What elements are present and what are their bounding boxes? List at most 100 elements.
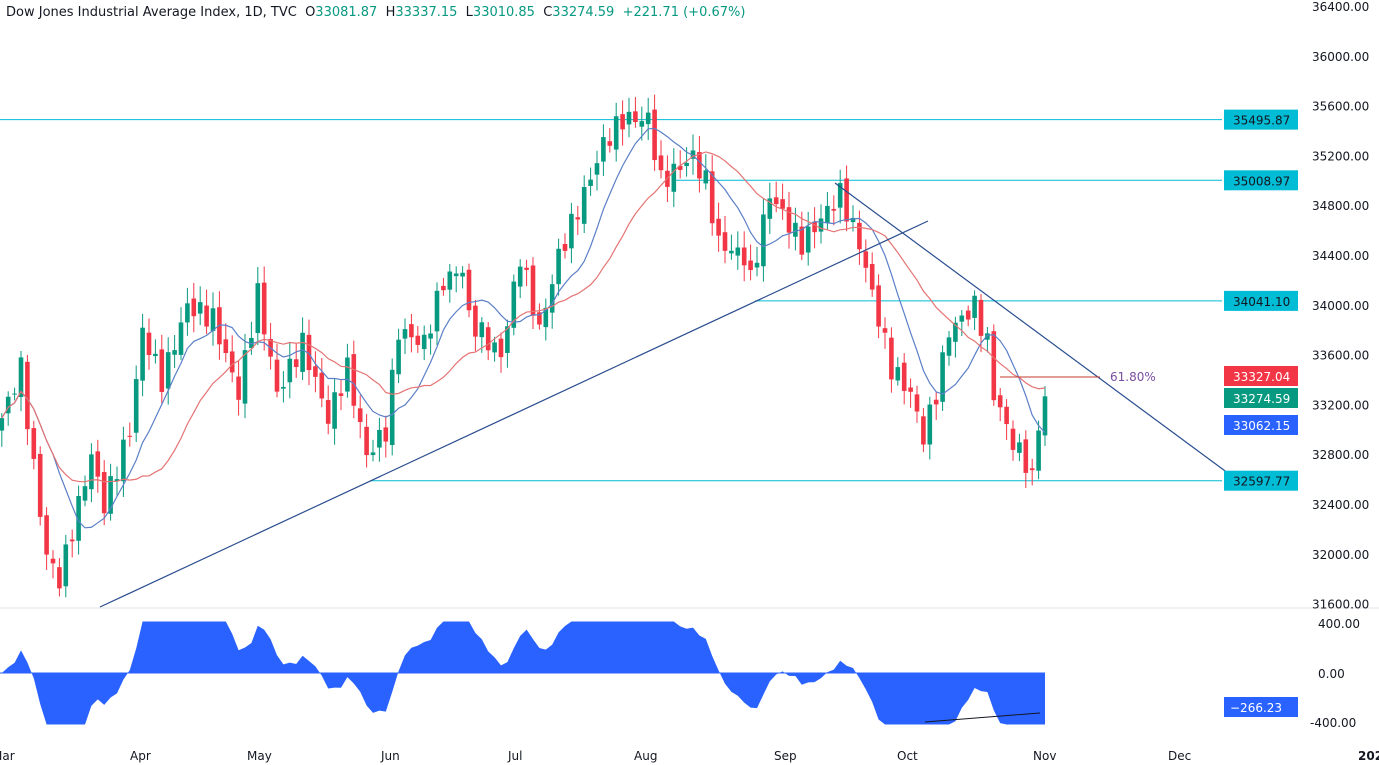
- candle-body: [863, 251, 869, 268]
- candle-body: [293, 359, 299, 367]
- candle-body: [677, 165, 683, 170]
- candle-body: [511, 281, 517, 328]
- candle-body: [722, 232, 728, 251]
- candle-body: [857, 222, 862, 250]
- price-tick-label: 33200.00: [1312, 398, 1369, 412]
- candle-body: [658, 155, 664, 171]
- time-axis-label: 202: [1358, 749, 1379, 763]
- candle-body: [242, 350, 248, 404]
- symbol-name: Dow Jones Industrial Average Index, 1D, …: [6, 5, 297, 20]
- candle-body: [140, 327, 145, 381]
- candle-body: [172, 350, 177, 355]
- candle-body: [869, 263, 875, 290]
- candle-body: [357, 408, 363, 423]
- candle-body: [370, 452, 376, 456]
- candle-body: [44, 515, 49, 555]
- candle-body: [594, 163, 600, 175]
- candle-body: [255, 283, 261, 334]
- level-price-tag: [1224, 109, 1298, 130]
- candle-body: [108, 476, 113, 514]
- low-value: 33010.85: [472, 5, 535, 20]
- candle-body: [415, 335, 421, 345]
- candle-body: [805, 226, 811, 253]
- candle-body: [1042, 396, 1048, 436]
- candle-body: [402, 329, 408, 339]
- price-tick-label: 32000.00: [1312, 548, 1369, 562]
- candle-body: [882, 328, 888, 333]
- candle-body: [76, 495, 81, 541]
- time-axis-label: Dec: [1168, 749, 1191, 763]
- candle-body: [306, 334, 312, 371]
- candle-body: [607, 141, 613, 146]
- candle-body: [223, 339, 229, 354]
- candle-body: [319, 372, 325, 399]
- candle-body: [383, 427, 389, 442]
- candle-body: [114, 479, 120, 482]
- candle-body: [786, 207, 792, 233]
- candle-body: [1017, 442, 1022, 453]
- candle-body: [914, 394, 920, 412]
- candle-body: [895, 367, 901, 381]
- candle-body: [537, 312, 542, 325]
- candle-body: [799, 226, 805, 255]
- candle-body: [626, 111, 632, 125]
- fib-label: 61.80%: [1110, 370, 1156, 384]
- candle-body: [505, 326, 510, 353]
- candle-body: [364, 426, 369, 456]
- candle-body: [409, 324, 414, 338]
- candle-body: [652, 109, 657, 161]
- level-price-tag: [1224, 170, 1298, 191]
- candle-body: [850, 217, 856, 223]
- candle-body: [485, 327, 491, 351]
- candle-body: [287, 358, 293, 383]
- candle-body: [671, 163, 677, 192]
- price-tag-label: 33062.15: [1233, 419, 1290, 433]
- candle-body: [389, 369, 395, 445]
- downtrend-line: [834, 182, 1237, 480]
- candle-body: [997, 395, 1003, 408]
- candle-body: [991, 331, 997, 401]
- candle-body: [31, 428, 37, 459]
- candle-body: [773, 197, 779, 205]
- candle-body: [165, 352, 171, 389]
- candle-body: [396, 339, 401, 375]
- candle-body: [428, 333, 433, 339]
- candle-body: [261, 282, 267, 335]
- candle-body: [377, 429, 382, 448]
- candle-body: [101, 472, 107, 514]
- price-tick-label: 36000.00: [1312, 50, 1369, 64]
- candle-body: [965, 310, 971, 320]
- time-axis-label: Nov: [1033, 749, 1056, 763]
- candle-body: [460, 272, 465, 277]
- candle-body: [197, 302, 203, 314]
- candle-body: [735, 247, 741, 256]
- candle-body: [831, 208, 837, 211]
- price-tick-label: 31600.00: [1312, 598, 1369, 612]
- candle-body: [543, 307, 549, 328]
- price-tick-label: 33600.00: [1312, 349, 1369, 363]
- candle-body: [492, 342, 497, 353]
- candle-body: [153, 353, 158, 357]
- candle-body: [325, 400, 331, 424]
- candle-body: [793, 222, 798, 237]
- candle-body: [901, 362, 907, 391]
- price-tick-label: 36400.00: [1312, 0, 1369, 14]
- price-tick-label: 32400.00: [1312, 498, 1369, 512]
- level-price-tag: [1224, 470, 1298, 491]
- time-axis-label: Aug: [634, 749, 657, 763]
- candle-body: [57, 567, 62, 589]
- candle-body: [332, 392, 337, 429]
- price-tick-label: 35600.00: [1312, 100, 1369, 114]
- candle-body: [818, 218, 824, 232]
- time-axis-label: Jul: [507, 749, 522, 763]
- level-price-tag-label: 35495.87: [1233, 114, 1290, 128]
- candle-body: [191, 298, 197, 317]
- candle-body: [953, 322, 958, 342]
- candle-body: [588, 179, 593, 186]
- candle-body: [575, 217, 581, 220]
- sma-fast-line: [1, 127, 1046, 529]
- candle-body: [972, 295, 977, 318]
- high-value: 33337.15: [395, 5, 458, 20]
